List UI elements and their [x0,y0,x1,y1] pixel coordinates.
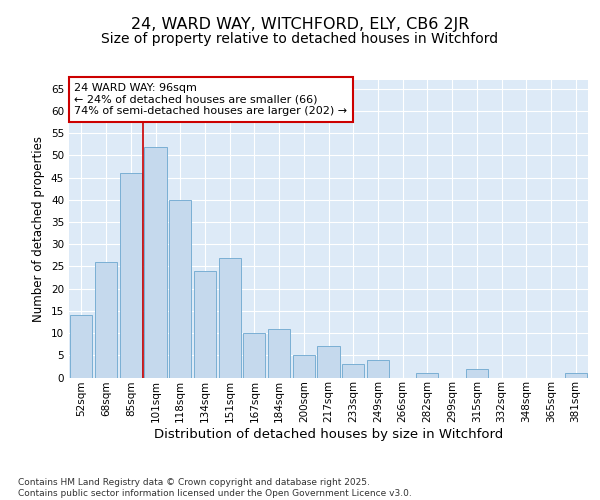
Text: 24 WARD WAY: 96sqm
← 24% of detached houses are smaller (66)
74% of semi-detache: 24 WARD WAY: 96sqm ← 24% of detached hou… [74,83,347,116]
Bar [268,328,290,378]
Bar [293,356,315,378]
Bar [367,360,389,378]
Bar [243,333,265,378]
Y-axis label: Number of detached properties: Number of detached properties [32,136,46,322]
Bar [70,316,92,378]
X-axis label: Distribution of detached houses by size in Witchford: Distribution of detached houses by size … [154,428,503,441]
Bar [466,368,488,378]
Bar [565,373,587,378]
Bar [194,271,216,378]
Bar [416,373,439,378]
Text: Contains HM Land Registry data © Crown copyright and database right 2025.
Contai: Contains HM Land Registry data © Crown c… [18,478,412,498]
Bar [218,258,241,378]
Text: 24, WARD WAY, WITCHFORD, ELY, CB6 2JR: 24, WARD WAY, WITCHFORD, ELY, CB6 2JR [131,18,469,32]
Bar [342,364,364,378]
Bar [145,146,167,378]
Text: Size of property relative to detached houses in Witchford: Size of property relative to detached ho… [101,32,499,46]
Bar [317,346,340,378]
Bar [119,173,142,378]
Bar [95,262,117,378]
Bar [169,200,191,378]
